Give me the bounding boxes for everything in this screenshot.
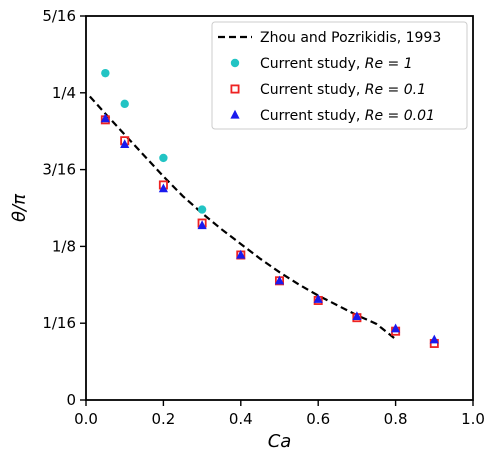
x-tick-label: 0.4 [229,410,253,428]
y-tick-label: 1/4 [52,84,76,102]
data-point-triangle-8 [352,311,362,321]
legend-label-1: Zhou and Pozrikidis, 1993 [260,30,441,46]
x-tick-label: 0.8 [384,410,408,428]
data-point-triangle-7 [313,294,323,303]
y-tick-label: 1/8 [52,237,76,255]
y-axis-label: θ/π [9,193,30,222]
data-point-circle-1 [101,68,110,78]
legend-box [211,21,468,130]
y-tick-label: 5/16 [42,7,76,25]
legend-label-prefix: Current study, [260,82,365,98]
legend-label-prefix: Current study, [260,108,365,124]
y-tick-label: 1/16 [42,314,76,332]
x-tick-label: 0.2 [151,410,175,428]
legend: Zhou and Pozrikidis, 1993 Current study, … [211,21,468,130]
data-point-triangle-4 [197,220,207,230]
data-point-triangle-1 [100,113,110,123]
legend-label-prefix: Zhou and Pozrikidis, 1993 [260,30,441,46]
legend-marker-square [230,84,240,94]
series-line-zhou-pozrikidis [89,95,397,341]
data-point-triangle-6 [274,275,285,285]
data-point-triangle-5 [236,249,246,259]
data-point-triangle-9 [391,323,401,333]
legend-label-math: Re = 0.1 [365,82,426,98]
data-point-triangle-10 [429,334,439,344]
axis-ticks: 0.0 0.2 0.4 0.6 0.8 1.0 0 1/16 1/8 3/16 1/4 5/16 [42,7,485,428]
data-point-circle-2 [120,99,129,109]
legend-marker-circle [230,58,240,68]
data-point-triangle-2 [120,139,130,149]
legend-marker-triangle [230,109,240,119]
legend-label-prefix: Current study, [260,56,365,72]
legend-label-2: Current study, Re = 1 [260,56,413,72]
data-point-circle-4 [197,205,207,214]
y-tick-label: 0 [66,391,76,409]
x-tick-label: 0.0 [74,410,98,428]
legend-label-math: Re = 0.01 [365,108,435,124]
legend-label-3: Current study, Re = 0.1 [260,82,426,98]
legend-label-math: Re = 1 [365,56,413,72]
plot-area [89,68,439,348]
data-point-triangle-3 [158,183,168,193]
x-axis-label: Ca [268,431,292,452]
x-tick-label: 0.6 [306,410,330,428]
legend-label-4: Current study, Re = 0.01 [260,108,435,124]
data-point-circle-3 [159,153,168,163]
y-tick-label: 3/16 [42,161,76,179]
x-tick-label: 1.0 [461,410,485,428]
plot-frame [85,15,474,401]
